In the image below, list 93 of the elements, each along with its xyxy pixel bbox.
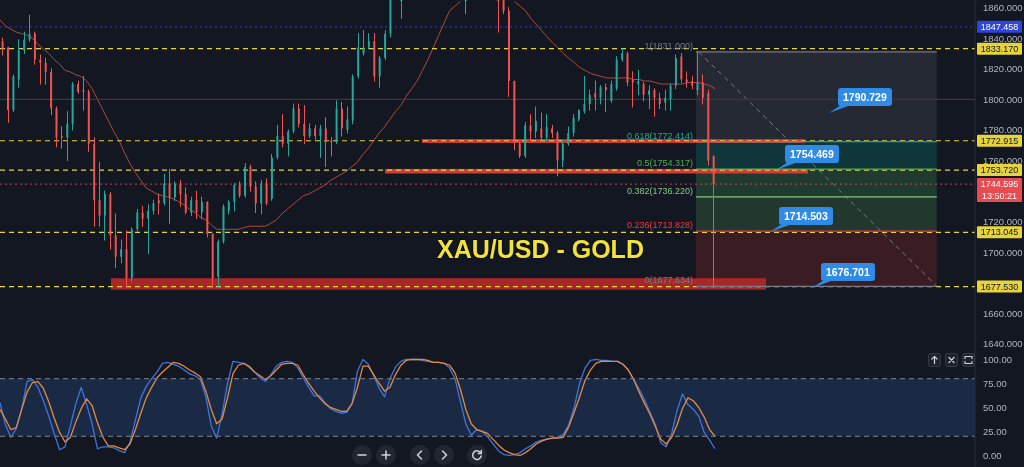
candlestick: [534, 106, 537, 139]
candlestick: [147, 204, 150, 255]
candlestick: [195, 190, 198, 220]
y-tick-label: 75.00: [983, 377, 1007, 389]
ref-line-label: 1713.045: [980, 227, 1019, 238]
candlestick: [588, 89, 591, 111]
annotation: 1714.503: [779, 207, 833, 225]
ref-line-label: 1744.595 13:50:21: [980, 179, 1019, 202]
y-tick-label: 100.00: [983, 353, 1013, 365]
candlestick: [233, 182, 236, 212]
candlestick: [287, 129, 290, 157]
ref-line-label: 0.382(1736.220): [626, 185, 693, 196]
candlestick: [103, 190, 106, 241]
y-tick-label: 0.00: [983, 449, 1002, 461]
candlestick: [141, 205, 144, 227]
candlestick: [66, 111, 69, 162]
candlestick: [540, 112, 543, 142]
y-tick-label: 1860.000: [983, 2, 1023, 14]
candlestick: [583, 75, 586, 114]
candlestick: [497, 0, 500, 33]
candlestick: [157, 193, 160, 215]
candlestick: [362, 30, 365, 56]
candlestick: [648, 85, 651, 110]
candlestick: [114, 213, 117, 269]
candlestick: [653, 88, 656, 117]
candlestick: [631, 71, 634, 108]
ref-line-label: 1677.530: [980, 281, 1019, 292]
candlestick: [545, 114, 548, 142]
candlestick: [572, 114, 575, 137]
ref-line-label: 1753.720: [980, 165, 1019, 176]
candlestick: [303, 104, 306, 145]
candlestick: [378, 56, 381, 88]
y-tick-label: 1700.000: [983, 246, 1023, 258]
ref-line-label: 1847.458: [980, 22, 1019, 33]
candlestick: [637, 69, 640, 96]
candlestick: [594, 80, 597, 111]
y-tick-label: 1760.000: [983, 154, 1023, 166]
ref-line-label: 0.618(1772.414): [626, 130, 693, 141]
candlestick: [276, 124, 279, 160]
candlestick: [642, 82, 645, 102]
candlestick: [297, 103, 300, 128]
candlestick: [604, 83, 607, 113]
y-tick-label: 1820.000: [983, 63, 1023, 75]
ref-line-label: 0.5(1754.317): [636, 158, 693, 169]
candlestick: [190, 196, 193, 217]
candlestick: [529, 114, 532, 142]
candlestick: [567, 126, 570, 146]
candlestick: [23, 31, 26, 54]
candlestick: [60, 126, 63, 149]
candlestick: [400, 0, 403, 19]
candlestick: [173, 181, 176, 201]
candlestick: [696, 51, 699, 96]
annotation: 1790.729: [838, 88, 892, 106]
candlestick: [200, 196, 203, 220]
y-tick-label: 1800.000: [983, 93, 1023, 105]
candlestick: [346, 106, 349, 134]
ref-line-label: 0.236(1713.828): [626, 220, 693, 231]
y-tick-label: 1720.000: [983, 216, 1023, 228]
text: XAU/USD - GOLD: [437, 235, 644, 264]
y-tick-label: 25.00: [983, 425, 1007, 437]
ref-line-label: 0(1677.634): [644, 275, 693, 286]
candlestick: [136, 208, 139, 232]
y-tick-label: 1640.000: [983, 338, 1023, 350]
candlestick: [680, 53, 683, 84]
candlestick: [464, 0, 467, 15]
candlestick: [260, 179, 263, 215]
y-tick-label: 1660.000: [983, 307, 1023, 319]
candlestick: [599, 85, 602, 105]
ref-line-label: 1833.170: [980, 43, 1019, 54]
candlestick: [163, 173, 166, 206]
y-tick-label: 1780.000: [983, 124, 1023, 136]
candlestick: [82, 75, 85, 111]
y-tick-label: 50.00: [983, 401, 1007, 413]
line-series: [0, 358, 716, 457]
candlestick: [184, 187, 187, 215]
candlestick: [561, 140, 564, 168]
candlestick: [340, 101, 343, 137]
candlestick: [324, 117, 327, 168]
candlestick: [281, 114, 284, 148]
annotation: 1754.469: [785, 145, 839, 163]
annotation: 1676.701: [821, 263, 875, 281]
candlestick: [610, 80, 613, 103]
candlestick: [28, 14, 31, 42]
candlestick: [39, 54, 42, 85]
candlestick: [319, 124, 322, 158]
candlestick: [120, 239, 123, 264]
candlestick: [669, 83, 672, 111]
ref-line-label: 1(1831.000): [644, 40, 693, 51]
ref-line-label: 1772.915: [980, 135, 1019, 146]
candlestick: [701, 74, 704, 105]
candlestick: [292, 103, 295, 134]
candlestick: [44, 57, 47, 85]
y-tick-label: 1840.000: [983, 32, 1023, 44]
